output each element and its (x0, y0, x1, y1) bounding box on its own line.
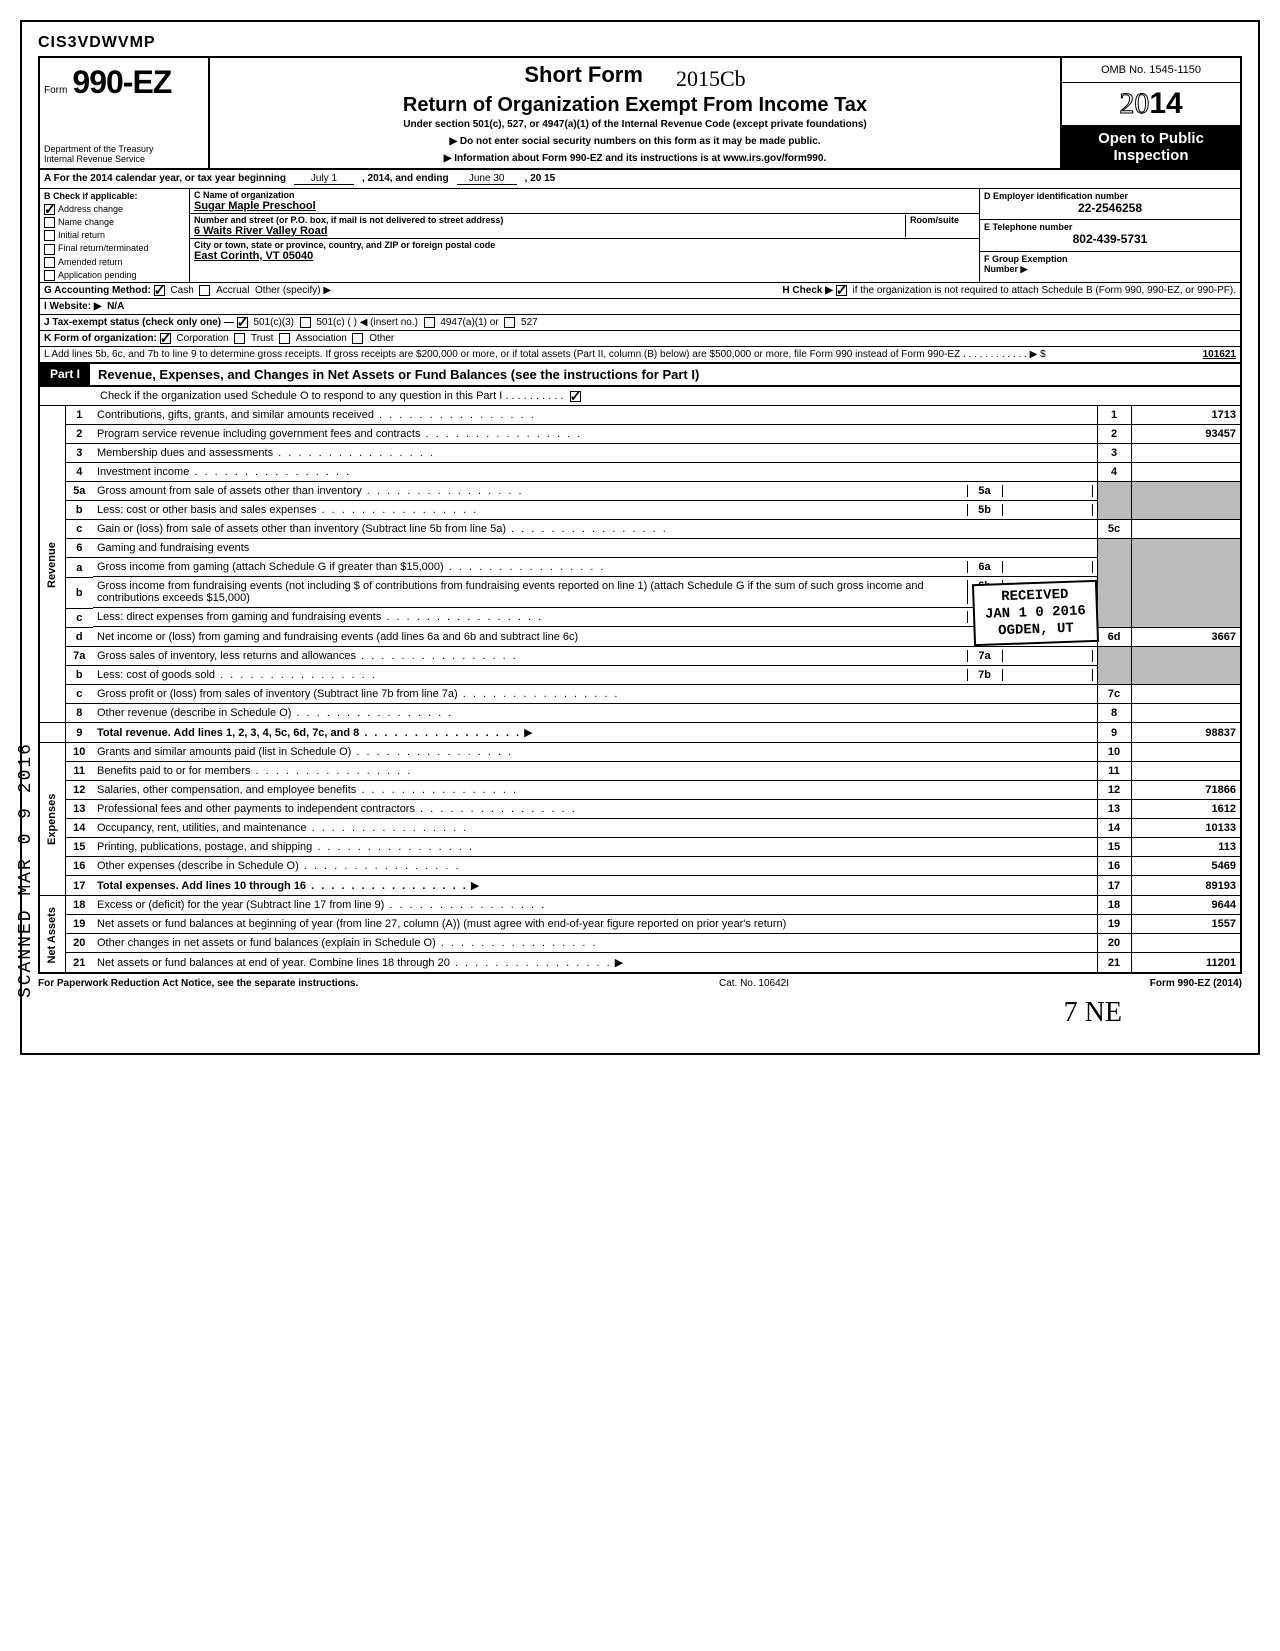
row-l: L Add lines 5b, 6c, and 7b to line 9 to … (38, 347, 1242, 364)
form-number-block: Form 990-EZ (40, 58, 208, 103)
cb-assoc[interactable] (279, 333, 290, 344)
amt-21: 11201 (1131, 953, 1241, 974)
street: 6 Waits River Valley Road (194, 225, 327, 237)
ein: 22-2546258 (984, 201, 1236, 215)
amt-5c (1131, 520, 1241, 539)
cb-schedule-b[interactable] (836, 285, 847, 296)
cb-501c[interactable] (300, 317, 311, 328)
part-1-header: Part I Revenue, Expenses, and Changes in… (38, 364, 1242, 387)
form-page: CIS3VDWVMP Form 990-EZ Department of the… (20, 20, 1260, 1055)
org-name: Sugar Maple Preschool (194, 200, 316, 212)
phone: 802-439-5731 (984, 232, 1236, 246)
open-to-public: Open to Public Inspection (1062, 126, 1240, 168)
cb-initial-return[interactable]: Initial return (40, 229, 189, 242)
cb-schedule-o[interactable] (570, 391, 581, 402)
amt-3 (1131, 443, 1241, 462)
notice-1: ▶ Do not enter social security numbers o… (218, 136, 1052, 147)
header-center: Short Form 2015Cb Return of Organization… (210, 58, 1060, 168)
notice-2: ▶ Information about Form 990-EZ and its … (218, 153, 1052, 164)
amt-4 (1131, 462, 1241, 481)
part-1-table: Revenue 1Contributions, gifts, grants, a… (38, 406, 1242, 975)
dln: CIS3VDWVMP (38, 34, 1242, 52)
row-i: I Website: ▶ N/A (38, 299, 1242, 315)
cb-4947[interactable] (424, 317, 435, 328)
cb-name-change[interactable]: Name change (40, 216, 189, 229)
city: East Corinth, VT 05040 (194, 250, 313, 262)
website: N/A (107, 301, 124, 312)
amt-6b: 6451 (1003, 580, 1093, 604)
subtitle: Under section 501(c), 527, or 4947(a)(1)… (218, 119, 1052, 130)
amt-13: 1612 (1131, 800, 1241, 819)
amt-14: 10133 (1131, 819, 1241, 838)
department: Department of the Treasury Internal Reve… (40, 142, 208, 168)
handwritten-ne: 7 NE (38, 997, 1242, 1029)
row-j: J Tax-exempt status (check only one) — 5… (38, 315, 1242, 331)
page-footer: For Paperwork Reduction Act Notice, see … (38, 974, 1242, 989)
gross-receipts: 101621 (1203, 349, 1236, 360)
end-month: June 30 (457, 173, 517, 185)
header-left: Form 990-EZ Department of the Treasury I… (40, 58, 210, 168)
cb-trust[interactable] (234, 333, 245, 344)
cb-527[interactable] (504, 317, 515, 328)
tax-year: 2014 (1062, 83, 1240, 126)
cb-other[interactable] (352, 333, 363, 344)
cb-accrual[interactable] (199, 285, 210, 296)
amt-6d: 3667 (1131, 627, 1241, 646)
section-revenue: Revenue (39, 406, 65, 723)
amt-1: 1713 (1131, 406, 1241, 425)
col-b-checkboxes: B Check if applicable: Address change Na… (40, 189, 190, 282)
form-header: Form 990-EZ Department of the Treasury I… (38, 56, 1242, 170)
col-c-name-address: C Name of organization Sugar Maple Presc… (190, 189, 980, 282)
amt-2: 93457 (1131, 424, 1241, 443)
part-1-sub: Check if the organization used Schedule … (38, 387, 1242, 406)
amt-6c: 2784 (1003, 611, 1093, 623)
amt-17: 89193 (1131, 876, 1241, 896)
amt-12: 71866 (1131, 781, 1241, 800)
amt-15: 113 (1131, 838, 1241, 857)
row-g-h: G Accounting Method: Cash Accrual Other … (38, 283, 1242, 299)
amt-9: 98837 (1131, 723, 1241, 743)
cb-corp[interactable] (160, 333, 171, 344)
header-right: OMB No. 1545-1150 2014 Open to Public In… (1060, 58, 1240, 168)
scanned-stamp: SCANNED MAR 0 9 2016 (16, 742, 36, 998)
section-expenses: Expenses (39, 743, 65, 896)
handwritten-year: 2015Cb (676, 66, 746, 92)
cb-pending[interactable]: Application pending (40, 269, 189, 282)
omb-number: OMB No. 1545-1150 (1062, 58, 1240, 83)
row-k: K Form of organization: Corporation Trus… (38, 331, 1242, 347)
form-number: 990-EZ (72, 64, 171, 101)
amt-19: 1557 (1131, 915, 1241, 934)
cb-amended[interactable]: Amended return (40, 256, 189, 269)
col-de: D Employer identification number 22-2546… (980, 189, 1240, 282)
row-a-tax-year: A For the 2014 calendar year, or tax yea… (38, 170, 1242, 189)
short-form-label: Short Form (524, 62, 643, 87)
cb-final-return[interactable]: Final return/terminated (40, 242, 189, 255)
section-net-assets: Net Assets (39, 896, 65, 974)
cb-address-change[interactable]: Address change (40, 203, 189, 216)
form-prefix: Form (44, 85, 67, 96)
identity-block: B Check if applicable: Address change Na… (38, 189, 1242, 283)
form-ref: Form 990-EZ (2014) (1150, 978, 1242, 989)
h-check: H Check ▶ if the organization is not req… (782, 285, 1236, 296)
cb-501c3[interactable] (237, 317, 248, 328)
return-title: Return of Organization Exempt From Incom… (218, 94, 1052, 117)
begin-date: July 1 (294, 173, 354, 185)
amt-18: 9644 (1131, 896, 1241, 915)
amt-16: 5469 (1131, 857, 1241, 876)
cb-cash[interactable] (154, 285, 165, 296)
